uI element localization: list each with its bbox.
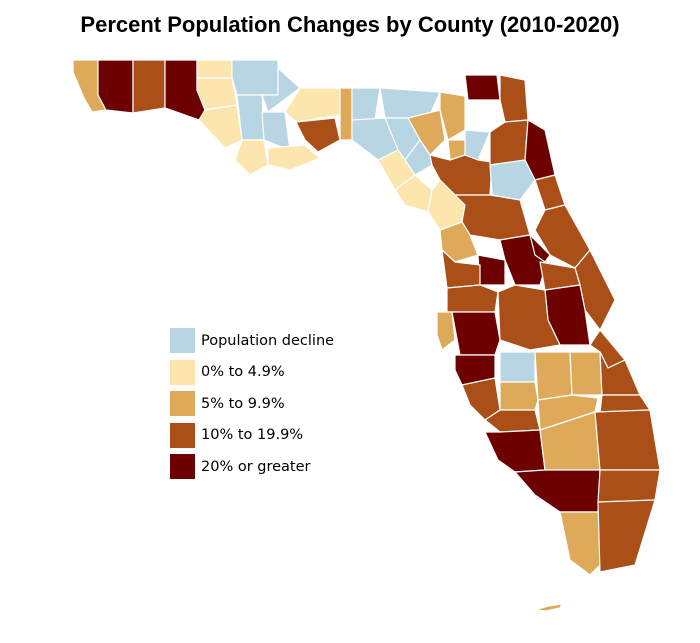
map-title: Percent Population Changes by County (20… xyxy=(80,12,620,37)
legend-label-low: 0% to 4.9% xyxy=(201,364,285,381)
legend-label-decline: Population decline xyxy=(201,332,335,349)
county-gilchrist xyxy=(404,139,433,176)
county-seminole xyxy=(529,234,551,263)
legend: Population decline 0% to 4.9% 5% to 9.9%… xyxy=(170,325,334,483)
county-hillsborough xyxy=(451,311,501,356)
county-putnam xyxy=(489,159,536,201)
county-st-lucie xyxy=(599,351,641,396)
county-wakulla xyxy=(295,117,341,153)
county-okaloosa xyxy=(132,59,166,114)
county-jackson xyxy=(231,59,279,96)
county-duval xyxy=(499,74,529,123)
county-hardee xyxy=(499,351,536,383)
county-washington xyxy=(196,77,238,111)
county-gadsden xyxy=(261,67,301,113)
county-hernando xyxy=(441,249,481,289)
florida-keys xyxy=(534,603,563,612)
county-highlands xyxy=(534,351,573,401)
county-jefferson xyxy=(339,87,353,141)
county-baker xyxy=(439,91,466,141)
county-bay xyxy=(198,104,243,149)
county-okeechobee xyxy=(569,351,603,396)
legend-label-mid: 5% to 9.9% xyxy=(201,395,285,412)
county-bradford xyxy=(464,129,491,161)
county-monroe xyxy=(559,511,606,576)
legend-swatch-mid xyxy=(170,391,195,417)
legend-swatch-low xyxy=(170,359,195,385)
legend-item-low: 0% to 4.9% xyxy=(170,357,334,389)
legend-item-high: 10% to 19.9% xyxy=(170,420,334,452)
county-santa-rosa xyxy=(97,59,134,114)
county-flagler xyxy=(534,174,566,211)
county-nassau xyxy=(464,74,501,101)
county-miami-dade xyxy=(597,499,656,573)
county-pinellas xyxy=(436,311,456,351)
county-charlotte xyxy=(484,409,541,433)
county-collier xyxy=(514,469,601,513)
county-sumter xyxy=(477,254,506,286)
legend-swatch-decline xyxy=(170,328,195,354)
county-broward xyxy=(597,469,661,503)
county-polk xyxy=(497,284,561,351)
county-pasco xyxy=(446,284,499,313)
county-columbia xyxy=(407,109,446,156)
county-gulf xyxy=(234,139,269,176)
county-martin xyxy=(599,394,651,413)
county-desoto xyxy=(499,381,539,411)
county-calhoun xyxy=(236,94,265,141)
legend-swatch-top xyxy=(170,454,195,480)
legend-label-top: 20% or greater xyxy=(201,458,311,475)
county-glades xyxy=(537,394,599,431)
county-franklin xyxy=(267,144,321,171)
legend-item-mid: 5% to 9.9% xyxy=(170,388,334,420)
county-lake xyxy=(499,234,549,286)
county-leon xyxy=(284,87,341,123)
county-palm-beach xyxy=(594,409,661,471)
county-liberty xyxy=(261,111,291,151)
legend-swatch-high xyxy=(170,422,195,448)
legend-item-decline: Population decline xyxy=(170,325,334,357)
county-holmes xyxy=(196,59,233,79)
legend-label-high: 10% to 19.9% xyxy=(201,427,304,444)
county-madison xyxy=(351,87,381,121)
county-lee xyxy=(484,429,546,473)
legend-item-top: 20% or greater xyxy=(170,451,334,483)
county-clay xyxy=(489,119,529,166)
